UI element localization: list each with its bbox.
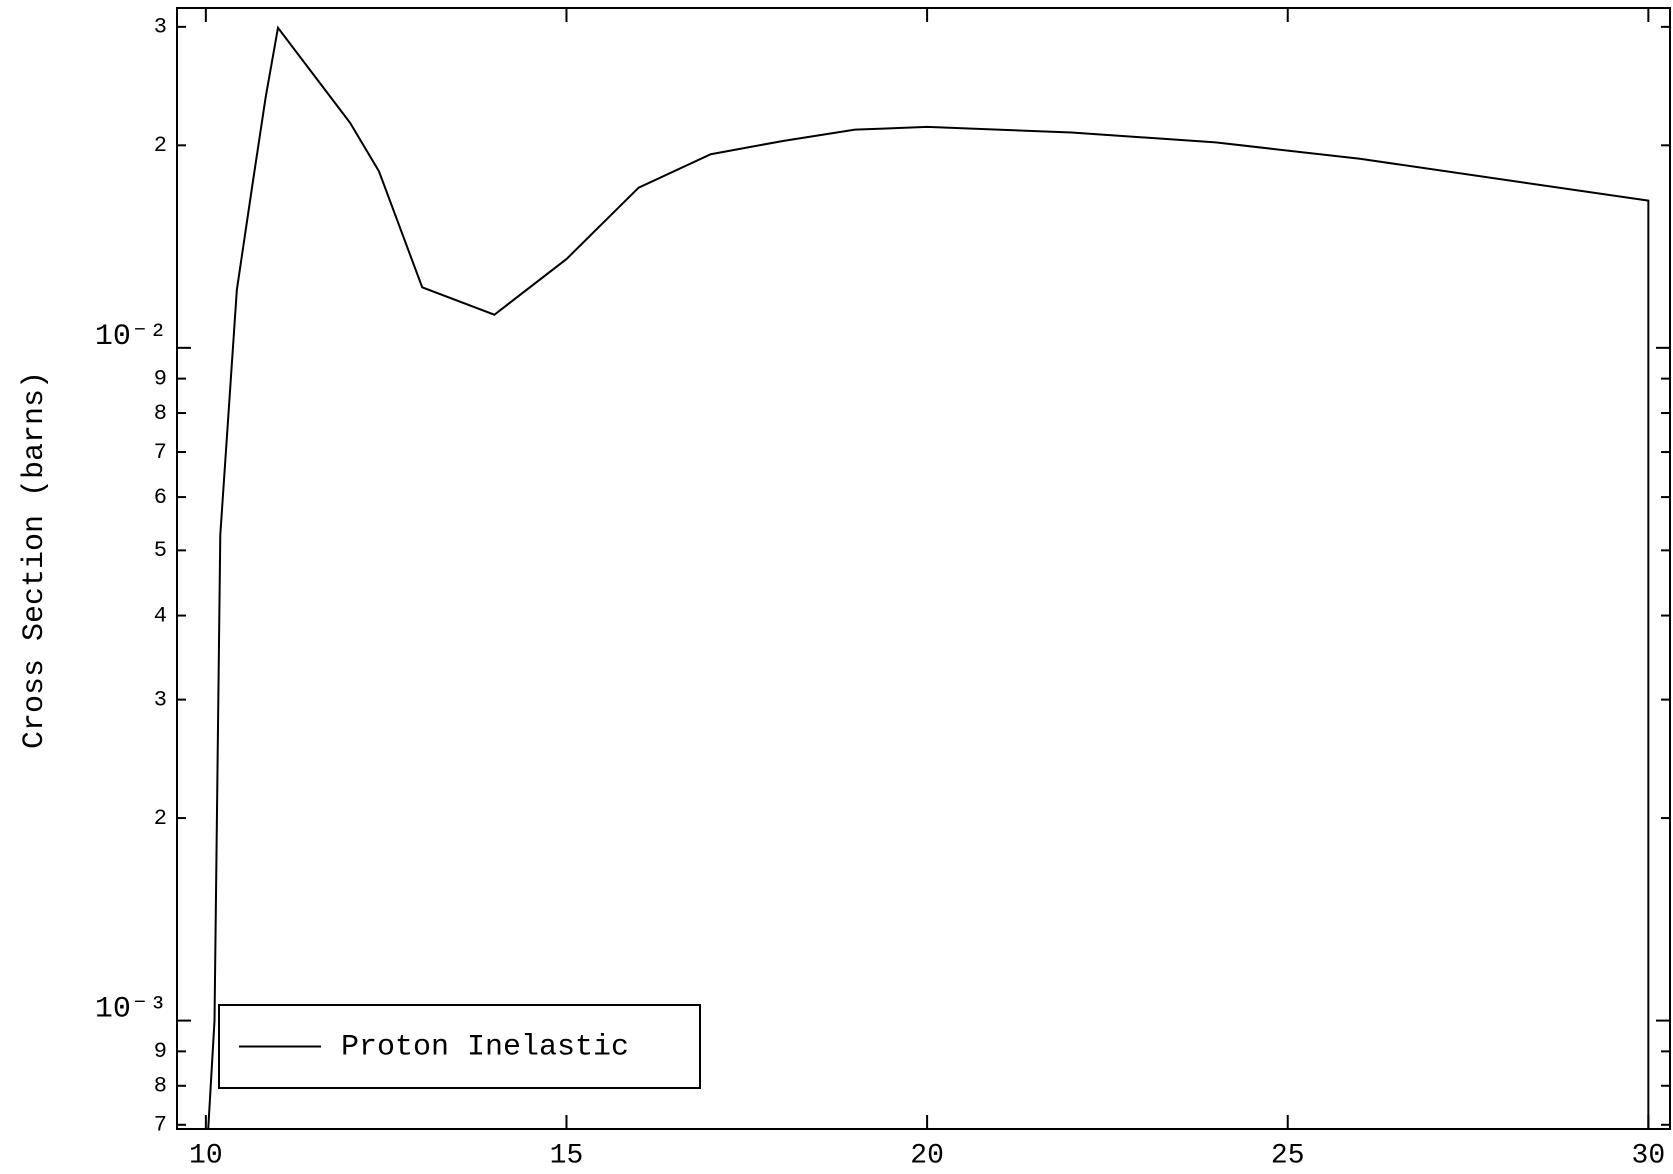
x-tick-label: 20 <box>910 1140 944 1171</box>
x-tick-label: 15 <box>550 1140 584 1171</box>
y-tick-label: 2 <box>154 133 167 158</box>
y-tick-label: 5 <box>154 538 167 563</box>
y-tick-label: 8 <box>154 401 167 426</box>
y-tick-label: 4 <box>154 603 167 628</box>
y-tick-label: 6 <box>154 485 167 510</box>
y-tick-label: 9 <box>154 366 167 391</box>
y-tick-label: 8 <box>154 1074 167 1099</box>
legend-label: Proton Inelastic <box>341 1030 629 1064</box>
y-tick-label: 10⁻³ <box>95 993 167 1027</box>
y-tick-label: 3 <box>154 15 167 40</box>
y-tick-label: 7 <box>154 440 167 465</box>
y-tick-label: 10⁻² <box>95 320 167 354</box>
x-tick-label: 10 <box>189 1140 223 1171</box>
x-tick-label: 25 <box>1271 1140 1305 1171</box>
y-tick-label: 3 <box>154 687 167 712</box>
y-tick-label: 9 <box>154 1039 167 1064</box>
y-tick-label: 2 <box>154 806 167 831</box>
y-tick-label: 7 <box>154 1113 167 1138</box>
x-tick-label: 30 <box>1632 1140 1666 1171</box>
plot-frame <box>176 7 1671 1130</box>
y-axis-label: Cross Section (barns) <box>18 371 52 749</box>
data-line <box>207 25 1650 1129</box>
